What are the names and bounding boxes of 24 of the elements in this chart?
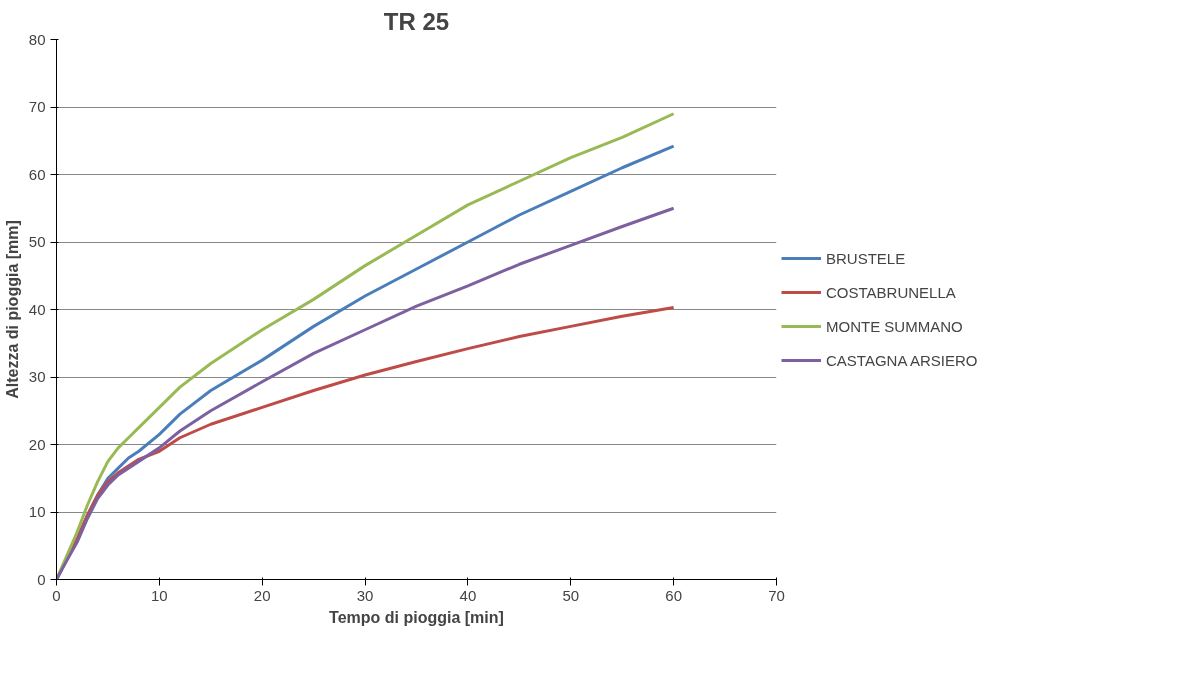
y-tick-label: 80	[28, 30, 46, 48]
x-tick-label: 0	[52, 586, 61, 604]
chart-title: TR 25	[383, 7, 450, 35]
legend-label: COSTABRUNELLA	[826, 283, 956, 301]
legend-label: BRUSTELE	[826, 249, 906, 267]
y-tick-label: 30	[28, 368, 46, 385]
x-tick-label: 20	[253, 586, 271, 604]
y-tick-label: 70	[28, 98, 46, 115]
y-tick-label: 20	[28, 435, 46, 453]
y-axis-title: Altezza di pioggia [mm]	[3, 220, 21, 399]
x-tick-label: 60	[665, 586, 682, 604]
x-axis-title: Tempo di pioggia [min]	[329, 608, 504, 626]
x-tick-label: 30	[356, 586, 374, 604]
legend-label: MONTE SUMMANO	[826, 317, 963, 335]
x-tick-label: 70	[768, 586, 785, 604]
x-tick-label: 10	[151, 586, 168, 604]
legend-label: CASTAGNA ARSIERO	[826, 351, 978, 369]
x-tick-label: 50	[562, 586, 580, 604]
y-tick-label: 0	[37, 570, 46, 588]
y-tick-label: 50	[28, 233, 46, 250]
x-tick-label: 40	[459, 586, 477, 604]
y-tick-label: 10	[28, 503, 46, 520]
y-tick-label: 40	[28, 300, 46, 318]
y-tick-label: 60	[28, 165, 46, 183]
